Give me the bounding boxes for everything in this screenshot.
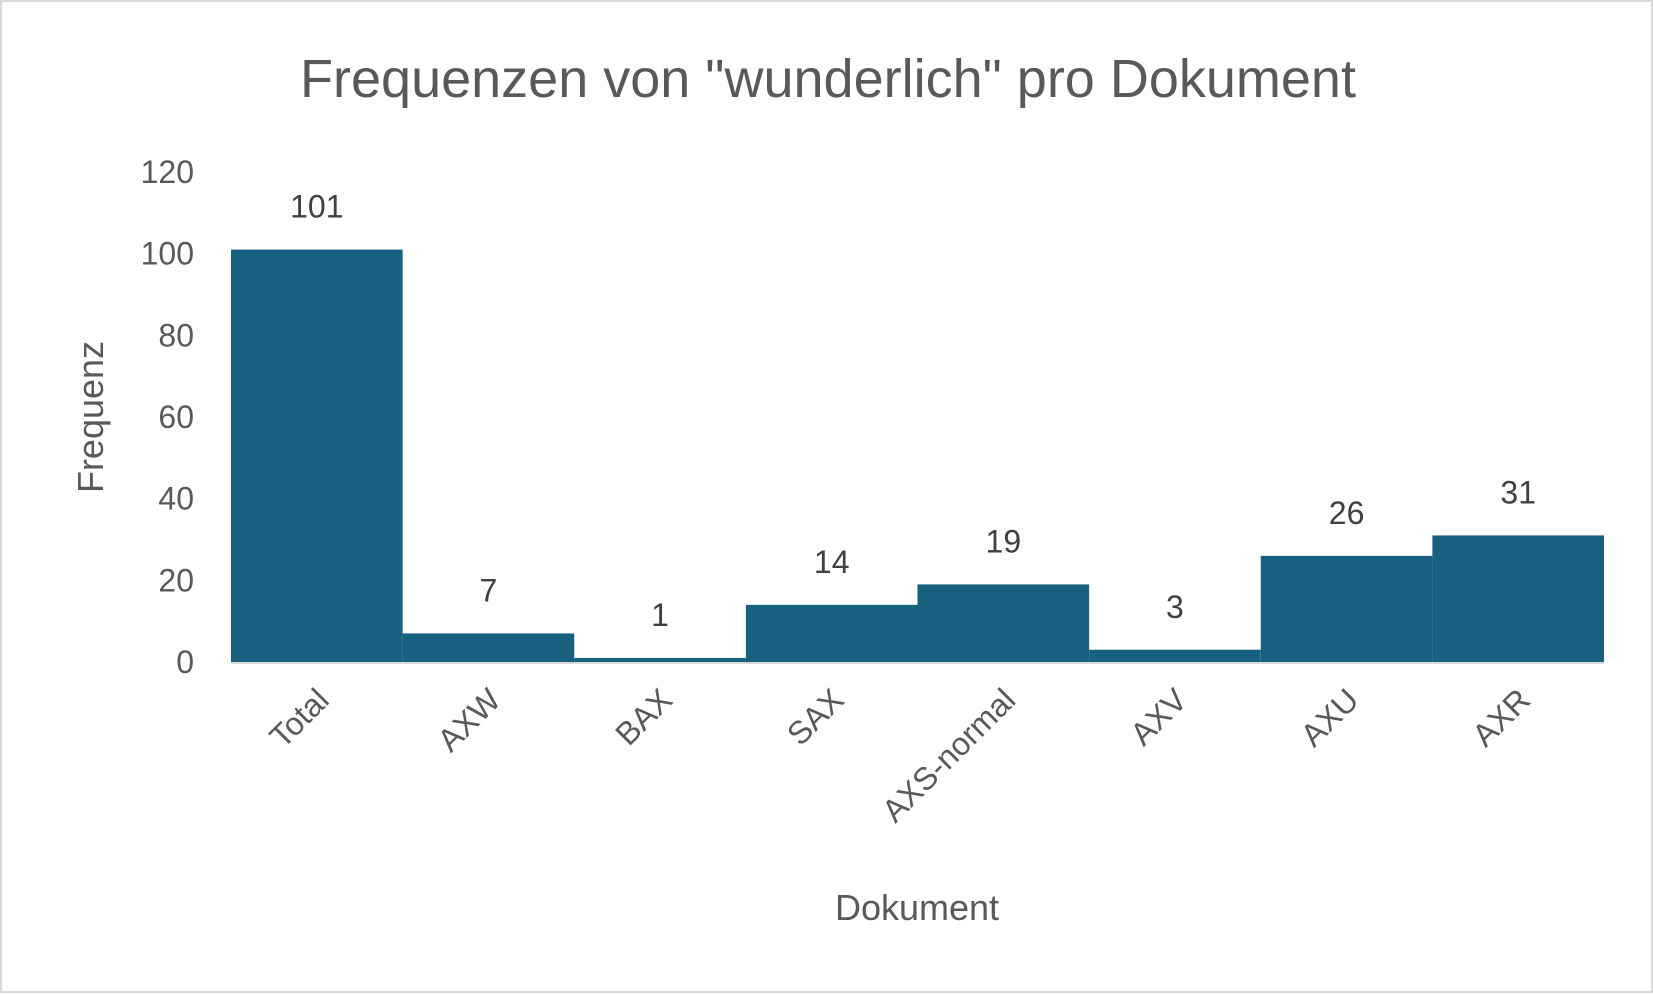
- bar-value-label: 26: [1329, 495, 1365, 531]
- x-category-label: SAX: [780, 681, 851, 752]
- bar-value-label: 101: [290, 189, 343, 225]
- bar-value-label: 31: [1500, 474, 1536, 510]
- y-tick-label: 20: [158, 562, 194, 598]
- y-tick-label: 80: [158, 317, 194, 353]
- y-tick-label: 60: [158, 399, 194, 435]
- bar-value-label: 19: [986, 523, 1022, 559]
- bar-value-label: 1: [651, 597, 669, 633]
- bar: [1089, 649, 1261, 662]
- x-category-label: AXU: [1294, 681, 1366, 753]
- bar: [231, 249, 403, 663]
- bar-value-label: 3: [1166, 589, 1184, 625]
- x-category-label: BAX: [608, 681, 679, 752]
- bar: [1432, 535, 1604, 662]
- category-labels: Total AXW BAX SAX AXS-normal AXV AXU AXR: [263, 681, 1538, 829]
- x-category-label: Total: [263, 681, 336, 754]
- x-category-label: AXW: [430, 681, 508, 759]
- bar: [1260, 555, 1433, 662]
- bar-value-label: 7: [480, 572, 498, 608]
- bar-value-label: 14: [814, 544, 850, 580]
- bar: [574, 657, 746, 662]
- y-tick-label: 0: [176, 644, 194, 680]
- x-category-label: AXV: [1123, 681, 1194, 752]
- bar-series: [231, 249, 1604, 663]
- bar: [917, 584, 1090, 662]
- y-axis-ticks: 0 20 40 60 80 100 120: [141, 154, 194, 680]
- chart-title: Frequenzen von "wunderlich" pro Dokument: [300, 49, 1356, 109]
- y-axis-title: Frequenz: [70, 341, 111, 493]
- data-labels: 101 7 1 14 19 3 26 31: [290, 189, 1536, 633]
- bar: [745, 604, 918, 662]
- y-tick-label: 40: [158, 481, 194, 517]
- x-category-label: AXS-normal: [875, 681, 1022, 828]
- y-tick-label: 120: [141, 154, 194, 190]
- y-tick-label: 100: [141, 236, 194, 272]
- bar: [402, 633, 575, 662]
- x-category-label: AXR: [1465, 681, 1537, 753]
- x-axis-title: Dokument: [835, 887, 999, 928]
